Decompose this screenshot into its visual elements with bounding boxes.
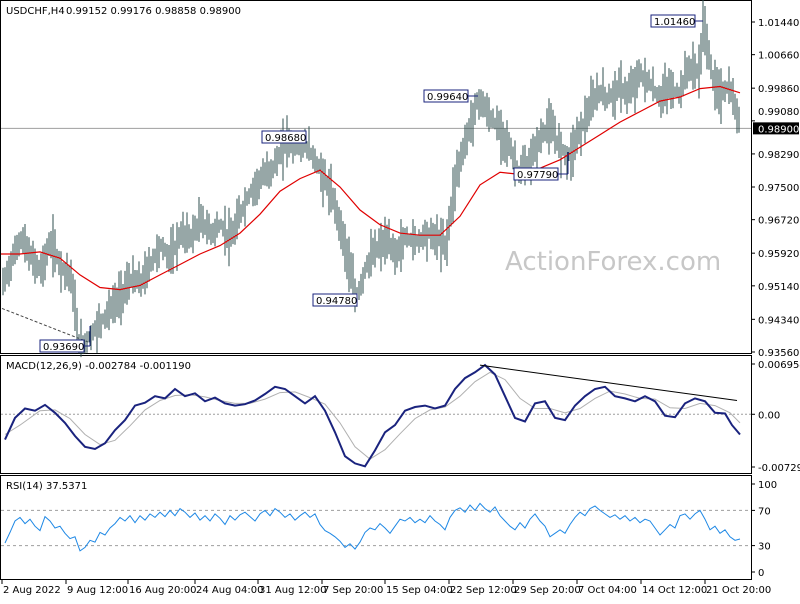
- annotation-label: 0.93690: [43, 342, 84, 353]
- macd-layer: [1, 363, 751, 468]
- price-tick-label: 0.96720: [758, 216, 799, 227]
- rsi-title: RSI(14) 37.5371: [6, 481, 87, 492]
- macd-signal-line: [4, 371, 741, 460]
- macd-tick-label: -0.007294: [758, 463, 800, 474]
- x-tick-label: 7 Oct 04:00: [578, 585, 637, 596]
- current-price-tag: [753, 122, 799, 135]
- x-tick-label: 31 Aug 12:00: [259, 585, 326, 596]
- ohlc-bars: [2, 0, 740, 358]
- rsi-panel: [0, 475, 752, 580]
- price-ohlc-readout: 0.99152 0.99176 0.98858 0.98900: [66, 6, 241, 17]
- macd-title: MACD(12,26,9) -0.002784 -0.001190: [6, 361, 191, 372]
- rsi-tick-label: 70: [758, 506, 771, 517]
- annotation-label: 0.98680: [265, 133, 306, 144]
- x-tick-label: 21 Oct 20:00: [706, 585, 771, 596]
- price-tick-label: 0.95140: [758, 282, 799, 293]
- annotation-box: [650, 14, 696, 28]
- rsi-tick-label: 100: [758, 480, 777, 491]
- price-layer: 0.93690 0.98680 0.94780 0.99640 0.97790 1.014…: [1, 0, 751, 358]
- price-tick-label: 0.97500: [758, 183, 799, 194]
- annotation-label: 1.01460: [654, 17, 695, 28]
- rsi-tick-label: 0: [758, 568, 764, 579]
- macd-trendline: [479, 364, 738, 402]
- price-tick-label: 1.01440: [758, 18, 799, 29]
- annotation-label: 0.94780: [316, 296, 357, 307]
- price-header: USDCHF,H4: [6, 6, 65, 17]
- rsi-tick-label: 30: [758, 542, 771, 553]
- x-tick-label: 16 Aug 20:00: [129, 585, 196, 596]
- support-trendline: [1, 307, 89, 343]
- moving-average-line: [1, 85, 741, 291]
- x-tick-label: 22 Sep 12:00: [450, 585, 517, 596]
- annotation-box: [312, 293, 358, 307]
- axis-layer: 1.01440 1.00660 0.99860 0.99080 0.98290 0.975…: [1, 18, 800, 596]
- price-tick-label: 0.99080: [758, 107, 799, 118]
- annotation-label: 0.99640: [427, 92, 468, 103]
- macd-tick-label: 0.006954: [758, 360, 800, 371]
- x-tick-label: 24 Aug 04:00: [196, 585, 263, 596]
- price-tick-label: 0.94340: [758, 315, 799, 326]
- price-tick-label: 0.95920: [758, 249, 799, 260]
- macd-line: [4, 363, 741, 468]
- annotation-box: [423, 89, 469, 103]
- price-tick-label: 0.93560: [758, 348, 799, 359]
- price-tick-label: 1.00660: [758, 51, 799, 62]
- annotation-box: [513, 167, 559, 181]
- x-tick-label: 14 Oct 12:00: [642, 585, 707, 596]
- x-tick-label: 29 Sep 20:00: [514, 585, 581, 596]
- annotation-box: [39, 339, 85, 353]
- x-tick-label: 9 Aug 12:00: [67, 585, 128, 596]
- x-tick-label: 7 Sep 20:00: [323, 585, 383, 596]
- annotation-label: 0.97790: [517, 170, 558, 181]
- annotation-box: [261, 130, 307, 144]
- rsi-line: [4, 502, 741, 552]
- macd-tick-label: 0.00: [758, 410, 780, 421]
- x-tick-label: 15 Sep 04:00: [386, 585, 453, 596]
- rsi-layer: [1, 502, 751, 552]
- price-tick-label: 0.98290: [758, 150, 799, 161]
- x-tick-label: 2 Aug 2022: [3, 585, 61, 596]
- price-panel: [0, 0, 752, 354]
- current-price-label: 0.98900: [758, 124, 799, 135]
- watermark: ActionForex.com: [505, 247, 721, 277]
- price-tick-label: 0.99860: [758, 84, 799, 95]
